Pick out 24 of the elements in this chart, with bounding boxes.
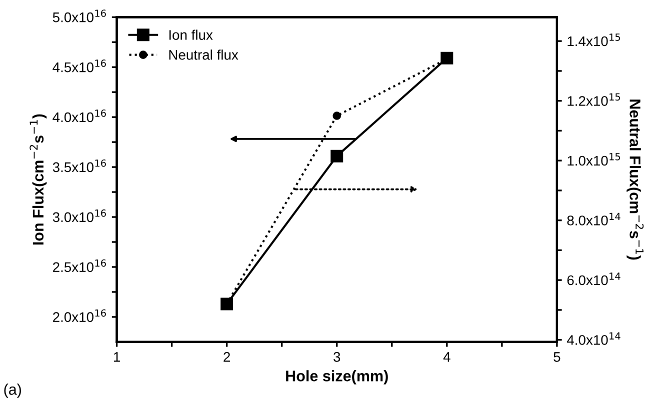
y2-tick-label: 1.4x10$^{15}$ <box>568 34 620 46</box>
y-axis-title: Ion Flux(cm$^{−2}$s$^{−1}$) <box>30 114 47 245</box>
y-tick-label: 3.0x10$^{16}$ <box>52 209 106 222</box>
y2-axis-title: Neutral Flux(cm$^{−2}$s$^{−1}$) <box>626 100 644 260</box>
y-tick-label: 4.0x10$^{16}$ <box>52 109 106 122</box>
y-tick-label: 4.5x10$^{16}$ <box>52 60 106 72</box>
text: (a) <box>4 384 22 398</box>
y2-tick-label: 1.2x10$^{15}$ <box>568 93 620 106</box>
x-tick-label: 5 <box>554 352 560 362</box>
x-tick-label: 1 <box>114 352 120 362</box>
y2-tick-label: 8.0x10$^{14}$ <box>567 212 620 226</box>
legend-label: Neutral flux <box>169 50 238 60</box>
x-axis-title: Hole size(mm) <box>286 370 388 384</box>
y-tick-label: 2.0x10$^{16}$ <box>53 309 106 322</box>
x-tick-label: 3 <box>334 352 340 362</box>
y2-tick-label: 6.0x10$^{14}$ <box>567 272 620 286</box>
x-tick-label: 4 <box>443 352 450 362</box>
y2-tick-label: 1.0x10$^{15}$ <box>568 153 620 166</box>
y-tick-label: 5.0x10$^{16}$ <box>52 10 106 22</box>
x-tick-label: 2 <box>224 352 230 362</box>
legend-label: Ion flux <box>169 30 213 40</box>
y-tick-label: 3.5x10$^{16}$ <box>52 159 106 172</box>
y2-tick-label: 4.0x10$^{14}$ <box>566 332 620 345</box>
y-tick-label: 2.5x10$^{16}$ <box>53 259 106 272</box>
